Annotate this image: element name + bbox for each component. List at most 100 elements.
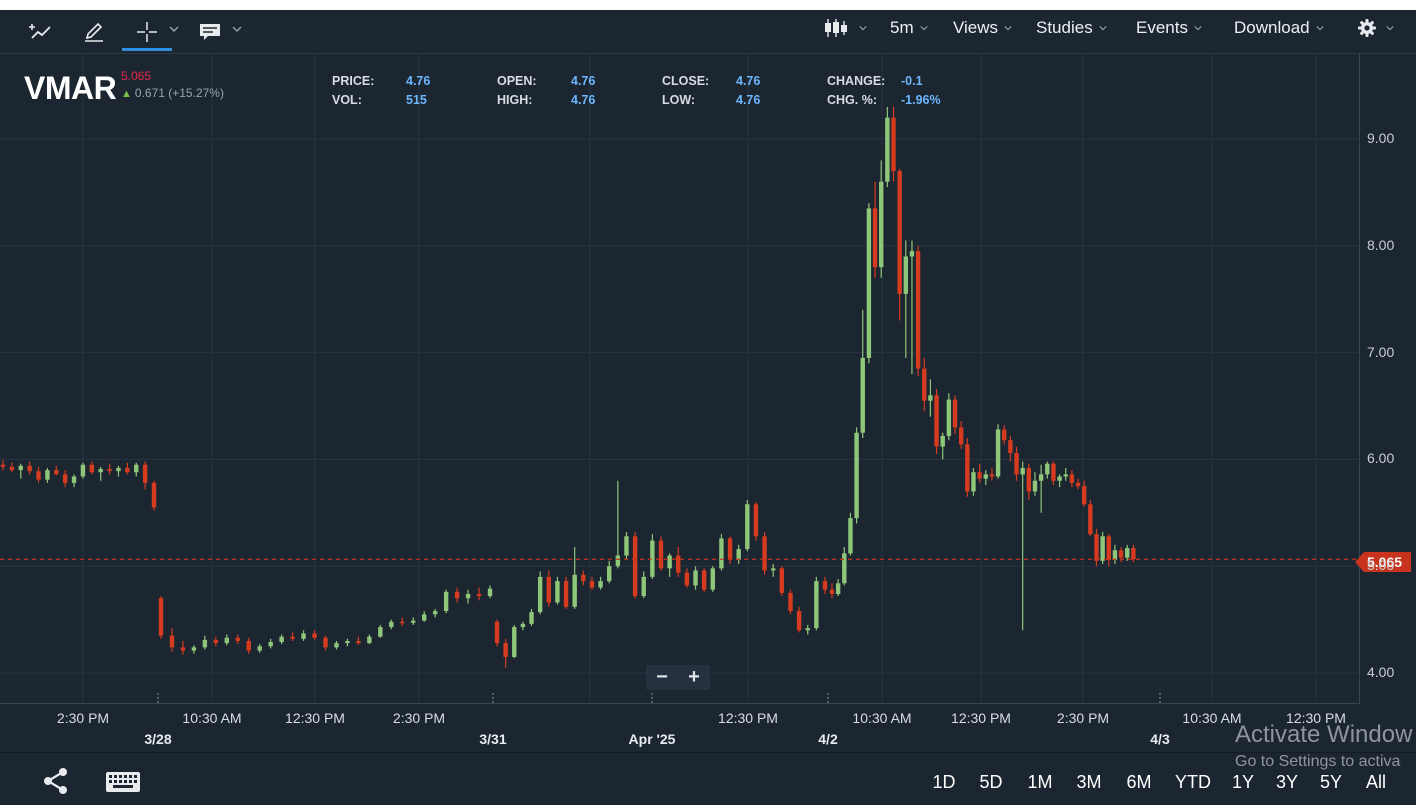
range-button[interactable]: 3Y [1275, 772, 1299, 792]
chevron-down-icon[interactable] [232, 25, 242, 33]
candle-body [946, 399, 952, 436]
share-icon[interactable] [42, 767, 70, 795]
candle-body [1038, 474, 1044, 481]
candle-body [268, 642, 273, 647]
candle-body [684, 572, 690, 586]
candle-body [36, 471, 41, 480]
candle-body [1112, 550, 1118, 560]
studies-menu[interactable]: Studies [1036, 10, 1107, 46]
chevron-down-icon[interactable] [169, 25, 179, 33]
gear-icon [1358, 19, 1376, 37]
candle-body [989, 474, 995, 477]
candle-body [701, 570, 707, 590]
candle-body [805, 628, 810, 631]
candle-body [191, 647, 197, 651]
candle-body [607, 566, 612, 582]
range-button[interactable]: 5D [979, 772, 1003, 792]
candle-body [400, 621, 405, 624]
candle-body [922, 368, 927, 401]
candle-body [45, 470, 50, 480]
candle-body [915, 251, 921, 369]
zoom-in-button[interactable]: + [688, 666, 700, 688]
candle-body [1026, 467, 1032, 492]
views-menu[interactable]: Views [953, 10, 1012, 46]
range-button[interactable]: 1M [1027, 772, 1053, 792]
candle-body [125, 467, 130, 473]
candle-body [1063, 474, 1068, 477]
price-chart[interactable] [0, 53, 1360, 703]
candle-body [854, 432, 859, 519]
candle-body [885, 117, 890, 182]
time-axis-date: 4/2 [818, 731, 838, 747]
download-menu[interactable]: Download [1234, 10, 1324, 46]
candle-body [1032, 480, 1038, 492]
events-menu[interactable]: Events [1136, 10, 1202, 46]
time-axis-tick: 2:30 PM [56, 710, 110, 726]
candle-body [965, 444, 970, 492]
candle-body [1002, 429, 1007, 441]
stat-value: 515 [406, 93, 427, 107]
time-axis-date: 4/3 [1150, 731, 1170, 747]
chevron-down-icon [1316, 26, 1324, 31]
settings-menu[interactable] [1357, 10, 1394, 46]
time-axis-tick: 12:30 PM [718, 710, 778, 726]
range-button[interactable]: YTD [1175, 772, 1211, 792]
candle-body [512, 627, 517, 657]
last-price: 5.065 [121, 69, 152, 83]
interval-menu[interactable]: 5m [890, 10, 928, 46]
price-axis-tick: 8.00 [1367, 236, 1395, 253]
keyboard-icon[interactable] [105, 771, 141, 793]
activation-watermark-title: Activate Window [1235, 721, 1413, 748]
trend-line-icon [29, 23, 51, 39]
annotation-tool-button[interactable] [190, 10, 230, 53]
candle-body [615, 555, 621, 567]
candle-body [18, 465, 23, 471]
candle-body [443, 591, 449, 612]
range-button[interactable]: 1D [932, 772, 956, 792]
time-axis[interactable] [0, 703, 1360, 753]
candle-body [334, 643, 339, 648]
price-axis[interactable] [1359, 53, 1416, 703]
candle-body [312, 633, 317, 638]
candle-body [1088, 504, 1093, 535]
range-button[interactable]: 3M [1076, 772, 1102, 792]
candle-body [1069, 474, 1075, 483]
zoom-out-button[interactable]: − [656, 666, 668, 688]
candle-body [842, 553, 847, 584]
candle-body [257, 646, 262, 651]
candle-body [0, 464, 6, 467]
price-change-value: 0.671 (+15.27%) [134, 86, 224, 100]
range-button[interactable]: 5Y [1319, 772, 1343, 792]
candle-body [572, 574, 577, 607]
candle-body [736, 549, 741, 560]
chart-type-menu[interactable] [823, 10, 867, 46]
crosshair-tool-button[interactable] [127, 10, 167, 53]
candle-body [1106, 536, 1111, 560]
crosshair-icon [137, 21, 157, 42]
candle-body [432, 611, 438, 615]
candle-body [977, 472, 982, 479]
stat-value: 4.76 [571, 93, 596, 107]
candle-body [771, 568, 776, 571]
candle-body [169, 635, 175, 648]
candle-body [503, 643, 508, 657]
candle-body [1094, 534, 1099, 561]
candle-body [796, 611, 802, 631]
range-button[interactable]: All [1365, 772, 1387, 792]
range-button[interactable]: 1Y [1231, 772, 1255, 792]
candle-body [487, 588, 493, 597]
candle-body [356, 640, 361, 644]
candle-body [762, 536, 767, 571]
range-button[interactable]: 6M [1126, 772, 1152, 792]
trend-line-tool-button[interactable] [20, 10, 60, 53]
candle-body [710, 568, 715, 590]
draw-tool-button[interactable] [74, 10, 114, 53]
candle-body [98, 469, 103, 473]
candle-body [80, 464, 86, 477]
candle-body [151, 482, 157, 508]
candle-body [814, 581, 819, 629]
candle-body [563, 581, 569, 607]
active-tool-indicator [122, 48, 172, 51]
candle-body [1014, 452, 1019, 475]
time-axis-tick: 2:30 PM [1056, 710, 1110, 726]
